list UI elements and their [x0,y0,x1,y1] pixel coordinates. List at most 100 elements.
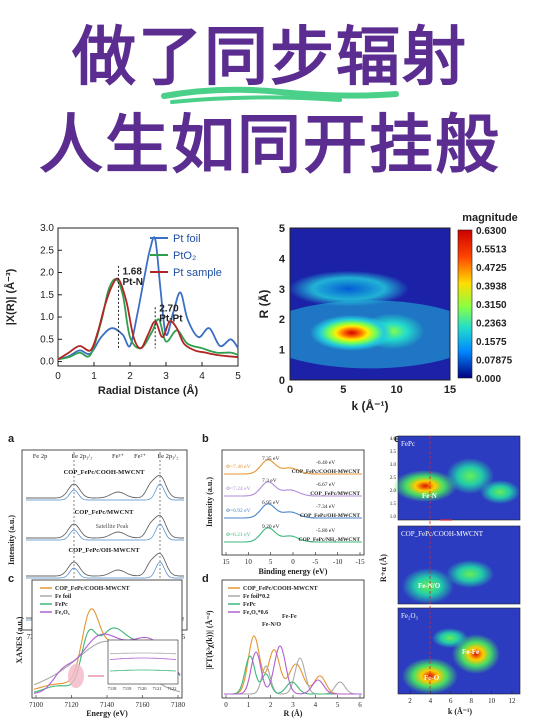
x-tick-label: 7100 [29,701,44,709]
y-tick-label: 1 [279,345,285,357]
legend-entry: Pt foil [173,233,201,245]
x-tick-label: -15 [355,558,365,566]
y-tick-label: 1.0 [390,515,397,520]
legend-entry: Pt sample [173,267,222,279]
inset-tick-label: 7120 [138,686,148,691]
series-label: 7.35 eV [262,456,279,462]
heatmap-blob-main [309,314,394,351]
series-line [57,236,239,361]
top-label: Fe 2p₃/₂ [158,453,179,460]
x-axis-label: k (Å⁻¹) [448,707,473,716]
top-label: Fe³⁺ [112,453,124,460]
x-tick-label: 6 [449,697,453,705]
panel-letter: a [8,433,15,445]
heatmap-blob [402,568,454,604]
panel-letter: c [8,573,14,585]
series-label: Φ=6.92 eV [226,508,251,514]
annotation-label: 2.70 [159,304,179,315]
x-tick-label: 5 [340,384,346,396]
y-axis-label: Intensity (a.u.) [7,515,16,565]
legend-entry: Fe foil*0.2 [243,594,270,600]
colorbar-tick-label: 0.1575 [476,337,507,348]
y-tick-label: 0.0 [40,357,54,368]
panel-b-frame [221,449,365,556]
x-tick-label: 10 [488,697,496,705]
x-tick-label: 4 [199,371,205,382]
headline-underline [161,86,399,104]
x-tick-label: 0 [291,558,295,566]
subpanel-title: Fe₂O₃ [401,612,418,620]
inset-tick-label: 7122 [168,686,177,691]
colorbar-tick-label: 0.07875 [476,356,513,367]
y-tick-label: 1.0 [40,312,54,323]
x-tick-label: 7180 [171,701,186,709]
colorbar-tick-label: 0.3938 [476,282,507,293]
y-tick-label: 2.5 [40,245,54,256]
x-tick-label: 0 [55,371,61,382]
y-tick-label: 5 [279,223,285,235]
series-line [224,503,362,519]
x-tick-label: 2 [408,697,412,705]
series-label: -7.34 eV [316,504,335,510]
subpanel-title: FePc [401,440,415,448]
y-tick-label: 3.5 [390,450,397,455]
series-line [26,552,184,577]
annotation-label: Pt-N [122,277,143,288]
highlight-region [68,664,84,688]
x-tick-label: 2 [127,371,133,382]
series-label: COP_FePc/COOH-MWCNT [292,469,361,475]
series-line [110,669,176,672]
x-tick-label: 5 [235,371,241,382]
y-tick-label: 0 [279,375,285,387]
x-tick-label: -10 [333,558,343,566]
annotation-label: Fe-N/O [418,582,441,590]
top-label: Fe 2p₁/₂ [72,453,93,460]
annotation-label: Fe-Fe [462,648,479,656]
headline-line-1: 做了同步辐射 [72,21,468,95]
heatmap-blob [393,470,457,502]
x-tick-label: 0 [224,701,228,709]
series-label: 7.3 eV [262,478,277,484]
xps-xas-composite-figure: a Fe 2p Fe 2p₁/₂ Fe³⁺ Fe²⁺ Fe 2p₃/₂ COP_FePc/C… [7,433,521,718]
series-label: -5.80 eV [316,528,335,534]
y-tick-label: 1.5 [40,290,54,301]
legend-entry: Fe foil [55,594,71,600]
series-label: COP_FePc/NH₂-MWCNT [298,537,360,543]
plot-frame [57,227,239,367]
x-tick-label: 3 [163,371,169,382]
top-label: Fe²⁺ [134,453,146,460]
x-tick-label: 15 [223,558,231,566]
series-label: -6.67 eV [316,482,335,488]
colorbar-tick-label: 0.000 [476,374,501,385]
series-line [57,277,239,361]
y-tick-label: 3.0 [40,223,54,234]
heatmap-blob-upper [290,270,409,307]
x-tick-label: 10 [391,384,403,396]
x-tick-label: 7120 [65,701,80,709]
series-label: COP_FePc/COOH-MWCNT [64,469,146,476]
y-axis-label: XANES (a.u.) [15,616,24,663]
heatmap-blob [446,458,494,494]
colorbar-title: magnitude [462,212,518,224]
series-line [25,561,184,579]
x-axis-label: Radial Distance (Å) [98,384,199,397]
x-tick-label: 4 [314,701,318,709]
x-tick-label: 12 [509,697,517,705]
x-tick-label: 1 [247,701,251,709]
inset-tick-label: 7121 [153,686,162,691]
heatmap-blob [480,480,520,504]
series-line [109,652,177,655]
x-tick-label: 5 [336,701,340,709]
series-label: 9.20 eV [262,524,279,530]
legend-entry: FePc [55,602,68,608]
series-line [26,474,184,499]
legend-entry: FePc [243,602,256,608]
x-tick-label: 0 [287,384,293,396]
series-line [224,657,362,695]
legend-entry: Fe₂O₃*0.6 [243,610,268,616]
x-tick-label: -5 [312,558,318,566]
x-tick-label: 7160 [136,701,151,709]
series-line [26,514,184,539]
series-label: -6.40 eV [316,460,335,466]
y-axis-label: Intensity (a.u.) [205,477,214,527]
